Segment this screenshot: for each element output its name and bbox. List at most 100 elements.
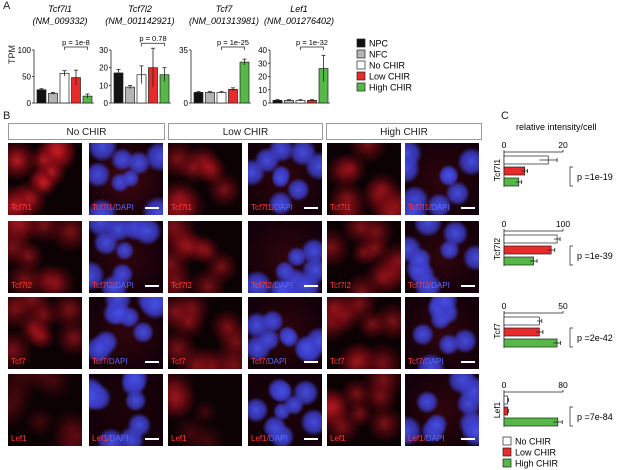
legend-swatch bbox=[356, 71, 366, 81]
scale-bar bbox=[461, 285, 475, 287]
dapi-label: DAPI bbox=[115, 281, 134, 290]
stain-image-label: Lef1 bbox=[11, 434, 27, 443]
intensity-chart-tcf7: 0 50 Tcf7 p =2e-42 bbox=[492, 301, 613, 348]
scale-bar bbox=[461, 438, 475, 440]
stain-image-label: Tcf7 bbox=[11, 357, 26, 366]
panel-c-title: relative intensity/cell bbox=[516, 122, 597, 132]
legend-swatch bbox=[356, 49, 366, 59]
p-value-label: p = 0.78 bbox=[139, 34, 166, 43]
dapi-label: DAPI bbox=[115, 203, 134, 212]
y-tick-label: 35 bbox=[179, 46, 188, 55]
gene-title: Tcf7l1 bbox=[48, 4, 72, 14]
merge-image-label: Lef1/DAPI bbox=[408, 434, 444, 443]
accession-label: (NM_001142921) bbox=[105, 16, 174, 26]
stain-name: Tcf7/ bbox=[92, 357, 109, 366]
intensity-chart-tcf7l1: 0 20 Tcf7l1 p =1e-19 bbox=[492, 140, 613, 187]
merge-image-label: Tcf7l1/DAPI bbox=[92, 203, 134, 212]
legend-label: Low CHIR bbox=[369, 72, 411, 82]
scale-bar bbox=[145, 207, 159, 209]
bar bbox=[503, 338, 558, 348]
condition-header-low-chir: Low CHIR bbox=[168, 123, 323, 140]
significance-bracket bbox=[569, 406, 573, 427]
tpm-chart-tcf7l1: Tcf7l1 (NM_009332) 0 50 100 p = 1e-8 bbox=[18, 4, 94, 108]
stain-name: Tcf7l1/ bbox=[251, 203, 275, 212]
x-tick-label: 0 bbox=[502, 219, 507, 229]
stain-image-label: Tcf7l2 bbox=[330, 281, 351, 290]
stain-image-lef1-high-chir: Lef1 bbox=[327, 374, 401, 446]
y-tick-label: 10 bbox=[258, 86, 267, 95]
scale-bar bbox=[304, 438, 318, 440]
gene-title: Tcf7 bbox=[216, 4, 234, 14]
stain-name: Tcf7l2/ bbox=[92, 281, 116, 290]
legend-swatch bbox=[356, 38, 366, 48]
stain-name: Lef1/ bbox=[408, 434, 426, 443]
stain-image-tcf7l1-high-chir: Tcf7l1 bbox=[327, 143, 401, 215]
merge-image-tcf7-no-chir: Tcf7/DAPI bbox=[89, 297, 163, 369]
x-tick-label: 0 bbox=[502, 140, 507, 150]
dapi-label: DAPI bbox=[274, 281, 293, 290]
y-tick-label: 0 bbox=[184, 99, 189, 108]
accession-label: (NM_001276402) bbox=[264, 16, 334, 26]
y-tick-label: 10 bbox=[99, 81, 108, 90]
tpm-chart-tcf7l2: Tcf7l2 (NM_001142921) 0 10 20 30 p = 0.78 bbox=[99, 4, 175, 108]
significance-bracket bbox=[569, 245, 573, 266]
gene-title: Lef1 bbox=[290, 4, 308, 14]
merge-image-tcf7l2-no-chir: Tcf7l2/DAPI bbox=[89, 221, 163, 293]
stain-name: Tcf7l2/ bbox=[251, 281, 275, 290]
legend-label: NPC bbox=[369, 39, 389, 49]
legend-swatch bbox=[502, 458, 512, 468]
y-tick-label: 100 bbox=[18, 46, 32, 55]
dapi-label: DAPI bbox=[431, 281, 450, 290]
stain-name: Tcf7l1/ bbox=[408, 203, 432, 212]
x-tick-label: 0 bbox=[502, 301, 507, 311]
gene-title: Tcf7l2 bbox=[128, 4, 152, 14]
bar bbox=[503, 316, 540, 326]
legend-swatch bbox=[502, 447, 512, 457]
scale-bar bbox=[304, 285, 318, 287]
panel-b-label: B bbox=[3, 110, 11, 122]
merge-image-label: Lef1/DAPI bbox=[92, 434, 128, 443]
legend-swatch bbox=[356, 82, 366, 92]
stain-image-lef1-low-chir: Lef1 bbox=[168, 374, 242, 446]
merge-image-label: Tcf7/DAPI bbox=[92, 357, 128, 366]
p-value-label: p = 1e-25 bbox=[217, 38, 249, 47]
merge-image-tcf7l2-low-chir: Tcf7l2/DAPI bbox=[248, 221, 322, 293]
dapi-label: DAPI bbox=[274, 203, 293, 212]
accession-label: (NM_009332) bbox=[32, 16, 87, 26]
gene-label: Tcf7l1 bbox=[492, 159, 502, 181]
scale-bar bbox=[461, 361, 475, 363]
stain-image-lef1-no-chir: Lef1 bbox=[8, 374, 82, 446]
dapi-label: DAPI bbox=[108, 357, 128, 366]
dapi-label: DAPI bbox=[431, 203, 450, 212]
y-tick-label: 40 bbox=[258, 46, 267, 55]
scale-bar bbox=[145, 361, 159, 363]
merge-image-label: Tcf7l2/DAPI bbox=[408, 281, 450, 290]
panel-c-label: C bbox=[501, 110, 509, 122]
tpm-chart-tcf7: Tcf7 (NM_001313981) 0 35 p = 1e-25 bbox=[179, 4, 259, 108]
stain-image-tcf7l1-low-chir: Tcf7l1 bbox=[168, 143, 242, 215]
tpm-chart-lef1: Lef1 (NM_001276402) 0 10 20 30 40 p = 1e-32 bbox=[258, 4, 334, 108]
significance-bracket bbox=[221, 46, 245, 50]
scale-bar bbox=[461, 207, 475, 209]
y-tick-label: 30 bbox=[258, 59, 267, 68]
stain-name: Lef1/ bbox=[251, 434, 269, 443]
bar bbox=[503, 245, 552, 255]
stain-image-label: Tcf7 bbox=[330, 357, 345, 366]
merge-image-label: Tcf7/DAPI bbox=[251, 357, 287, 366]
legend-label: High CHIR bbox=[515, 459, 559, 469]
stain-image-label: Tcf7 bbox=[171, 357, 186, 366]
bar bbox=[503, 234, 558, 244]
y-tick-label: 0 bbox=[27, 99, 32, 108]
stain-name: Lef1/ bbox=[92, 434, 110, 443]
legend-label: NFC bbox=[369, 50, 388, 60]
bar bbox=[503, 166, 525, 176]
merge-image-tcf7-high-chir: Tcf7/DAPI bbox=[405, 297, 479, 369]
stain-image-tcf7l2-no-chir: Tcf7l2 bbox=[8, 221, 82, 293]
merge-image-label: Tcf7/DAPI bbox=[408, 357, 444, 366]
dapi-label: DAPI bbox=[424, 357, 444, 366]
x-tick-label: 50 bbox=[558, 301, 568, 311]
bar bbox=[503, 327, 540, 337]
p-value-label: p =2e-42 bbox=[577, 333, 613, 343]
